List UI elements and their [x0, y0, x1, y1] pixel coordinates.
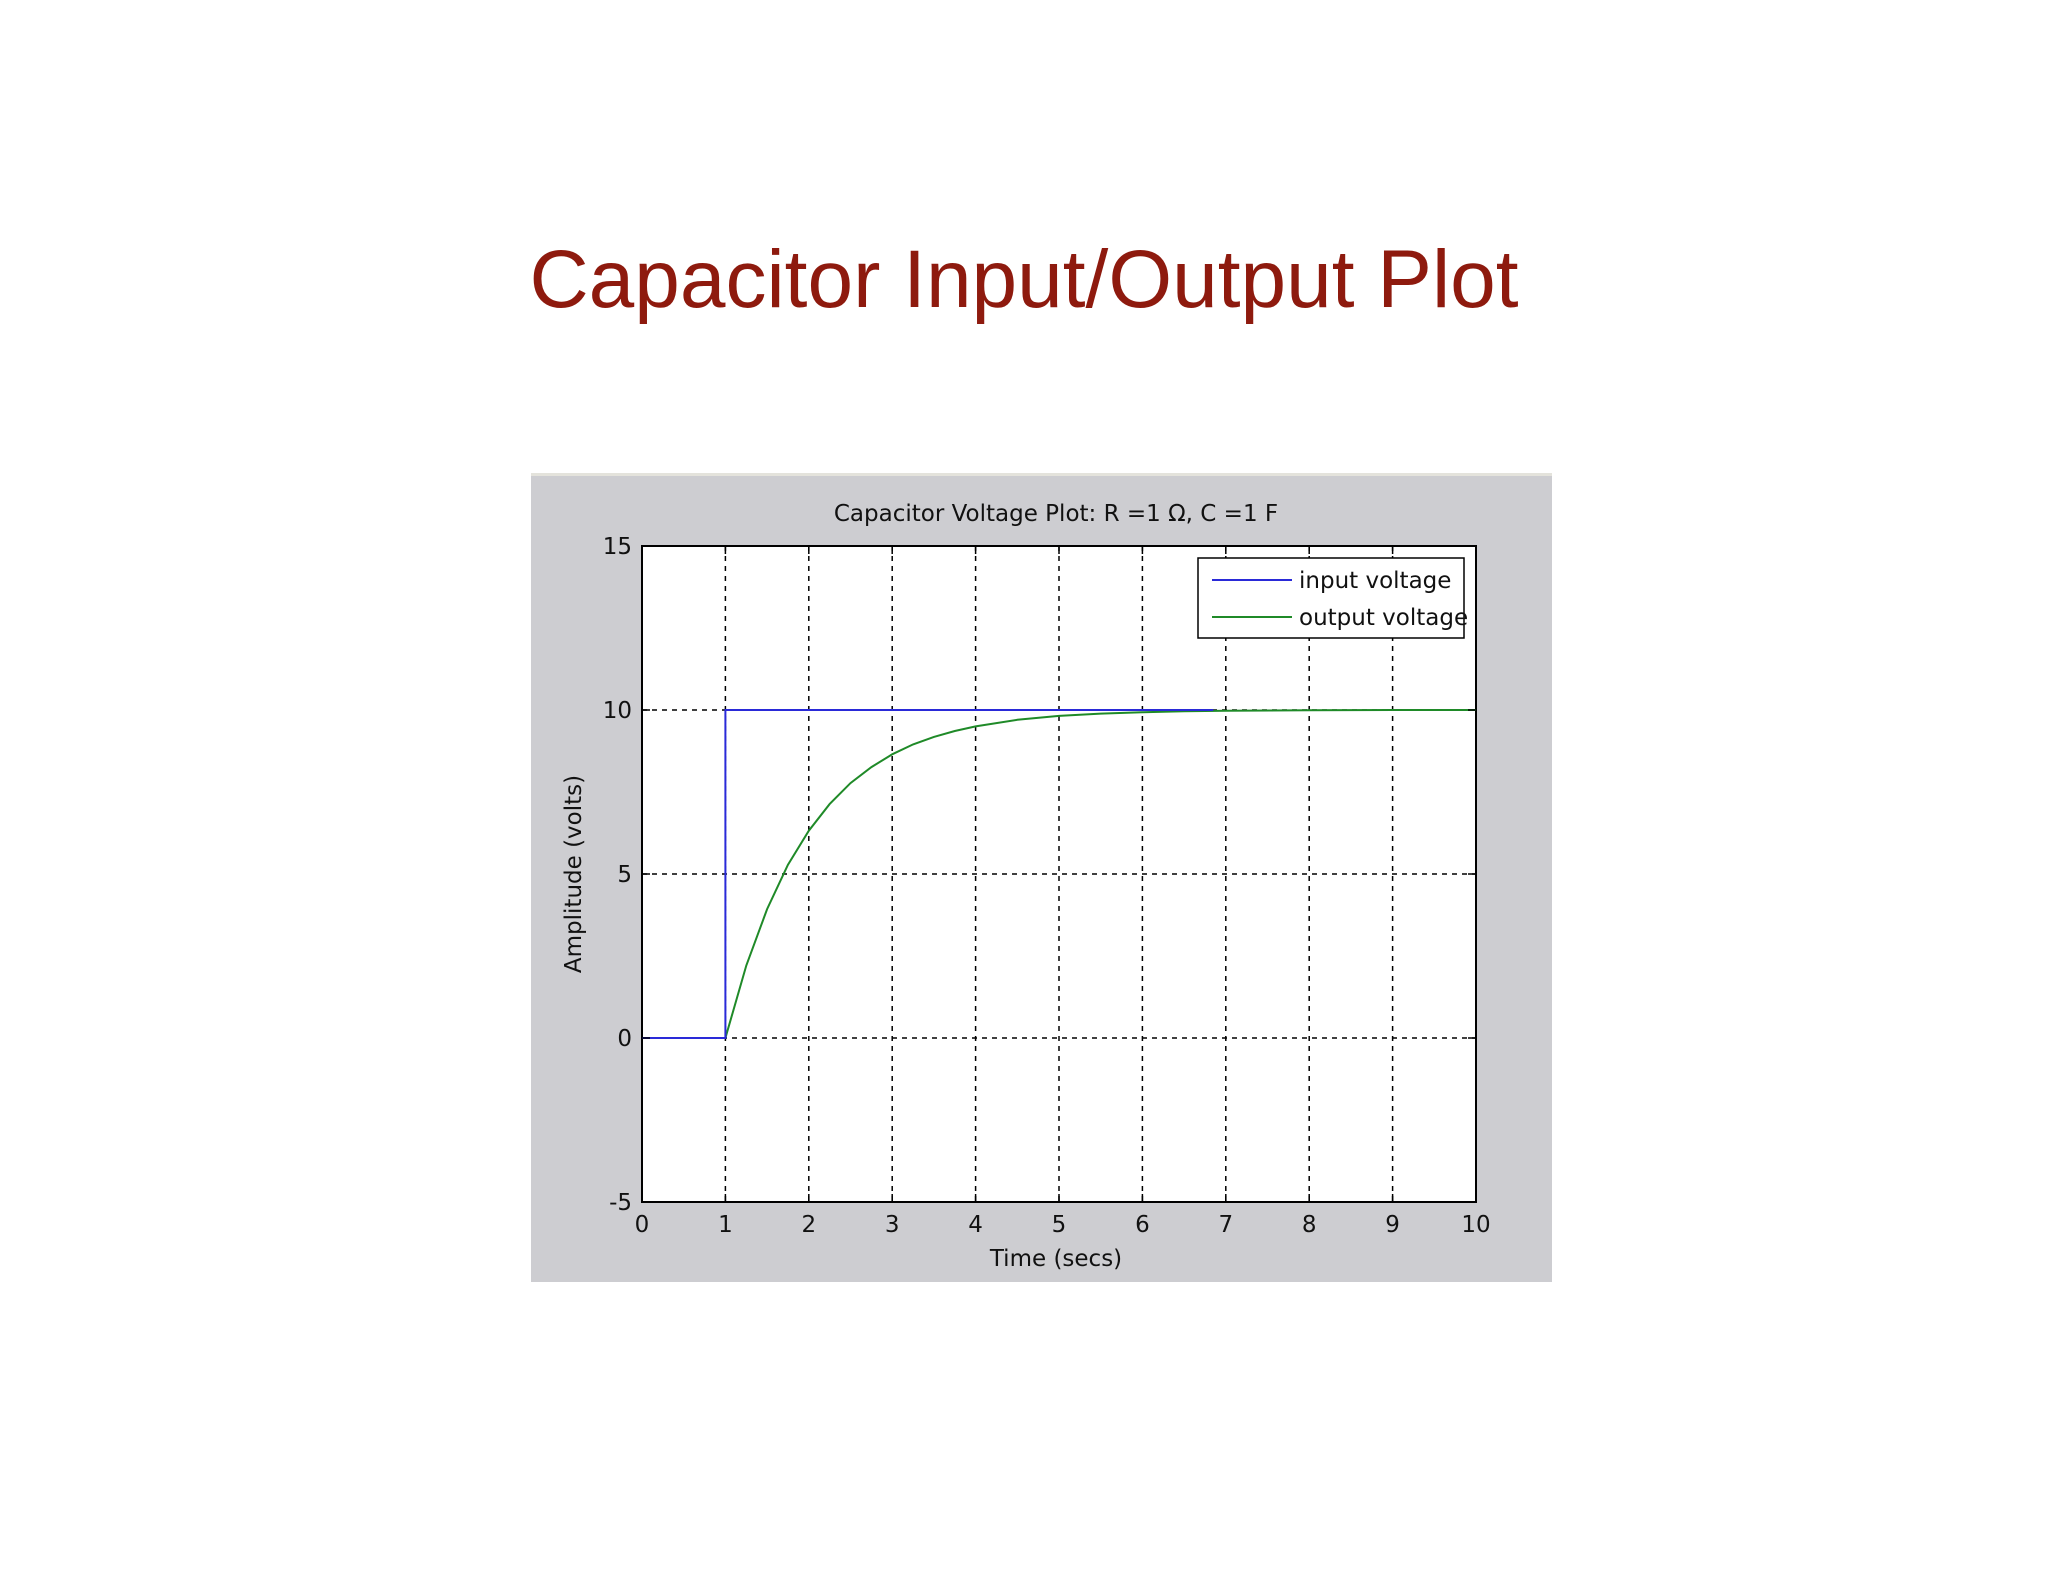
x-tick-label: 3: [885, 1212, 900, 1238]
x-tick-label: 5: [1052, 1212, 1067, 1238]
x-tick-label: 9: [1385, 1212, 1400, 1238]
legend-label-output: output voltage: [1299, 605, 1468, 631]
series-layer: [642, 709, 1476, 1039]
x-tick-label: 0: [635, 1212, 650, 1238]
plot-area: [641, 545, 1477, 1203]
x-axis-label: Time (secs): [989, 1246, 1122, 1272]
legend-label-input: input voltage: [1299, 568, 1451, 594]
x-tick-label: 8: [1302, 1212, 1317, 1238]
legend: input voltage output voltage: [1197, 557, 1468, 639]
figure-panel: Capacitor Voltage Plot: R =1 Ω, C =1 F 0…: [531, 473, 1552, 1282]
x-tick-label: 4: [968, 1212, 983, 1238]
series-line-input: [642, 709, 1214, 1039]
chart-title: Capacitor Voltage Plot: R =1 Ω, C =1 F: [834, 501, 1278, 527]
y-axis-label: Amplitude (volts): [561, 775, 587, 973]
y-tick-label: 15: [603, 534, 632, 560]
x-tick-label: 2: [801, 1212, 816, 1238]
series-line-output: [642, 709, 1476, 1039]
legend-box: [1197, 557, 1465, 639]
chart: Capacitor Voltage Plot: R =1 Ω, C =1 F 0…: [561, 501, 1491, 1272]
slide-title: Capacitor Input/Output Plot: [529, 234, 1519, 325]
x-tick-label: 1: [718, 1212, 733, 1238]
x-tick-label: 6: [1135, 1212, 1150, 1238]
x-tick-label: 7: [1218, 1212, 1233, 1238]
x-tick-label: 10: [1461, 1212, 1490, 1238]
y-tick-label: 5: [617, 862, 632, 888]
y-tick-label: 10: [603, 698, 632, 724]
y-tick-label: 0: [617, 1026, 632, 1052]
y-tick-label: -5: [609, 1190, 632, 1216]
